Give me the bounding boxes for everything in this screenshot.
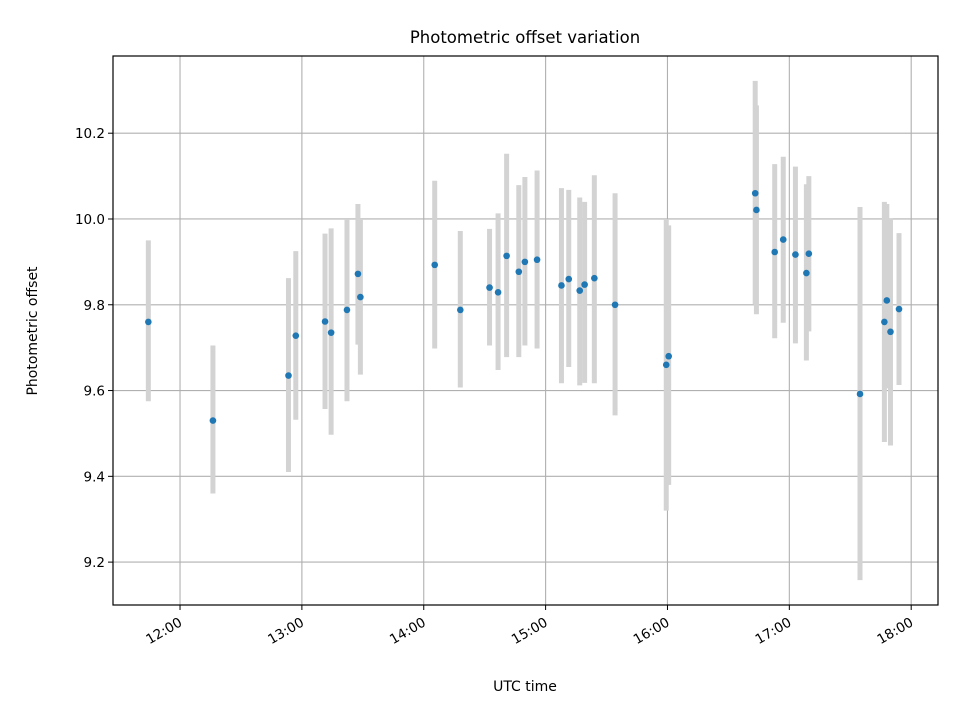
data-point (591, 274, 598, 282)
x-tick-label: 14:00 (387, 615, 429, 648)
y-axis-label: Photometric offset (25, 266, 41, 396)
data-point (494, 289, 502, 296)
data-point (805, 250, 813, 258)
data-point (856, 390, 864, 398)
x-tick-label: 17:00 (753, 615, 795, 648)
plot-frame (112, 55, 939, 606)
data-point (486, 284, 493, 291)
data-point (209, 417, 217, 424)
y-axis-ticks: 9.2 9.4 9.6 9.8 10.0 10.2 (75, 126, 113, 571)
x-tick-label: 15:00 (509, 615, 551, 648)
y-tick-label: 10.2 (75, 126, 105, 142)
data-point (515, 268, 523, 276)
y-tick-label: 10.0 (75, 212, 105, 228)
data-point (292, 332, 300, 339)
data-point (576, 287, 584, 294)
data-point (792, 251, 799, 258)
data-point (611, 301, 619, 309)
data-point (321, 318, 329, 325)
data-point (771, 248, 779, 256)
error-bars (145, 80, 902, 581)
x-tick-label: 16:00 (631, 615, 673, 648)
data-point (581, 281, 588, 288)
y-tick-label: 9.8 (84, 298, 105, 314)
data-point (343, 306, 351, 314)
data-point (751, 189, 759, 197)
data-point (327, 329, 335, 336)
data-point (285, 372, 292, 379)
data-point (354, 270, 362, 278)
data-point (565, 275, 573, 283)
data-point (457, 306, 464, 314)
data-point (533, 256, 541, 264)
data-point (145, 318, 152, 326)
data-point (662, 361, 670, 369)
x-tick-label: 12:00 (143, 615, 185, 648)
y-tick-label: 9.4 (84, 469, 105, 485)
data-point (753, 206, 760, 214)
data-point (558, 282, 565, 289)
x-axis-ticks: 12:00 13:00 14:00 15:00 16:00 17:00 18:00 (143, 605, 916, 648)
data-point (883, 297, 891, 304)
x-axis-label: UTC time (493, 679, 557, 695)
x-tick-label: 13:00 (265, 615, 307, 648)
data-point (357, 293, 364, 301)
data-point (895, 305, 903, 313)
data-point (521, 258, 529, 266)
data-point (431, 261, 439, 269)
y-tick-label: 9.2 (84, 555, 105, 571)
data-point (881, 318, 888, 326)
y-tick-label: 9.6 (84, 384, 105, 400)
data-points (145, 189, 903, 424)
data-point (665, 352, 672, 360)
chart-title: Photometric offset variation (410, 28, 640, 47)
data-point (803, 269, 810, 277)
data-point (503, 252, 510, 260)
data-point (887, 328, 894, 336)
data-point (779, 236, 787, 243)
x-tick-label: 18:00 (874, 615, 916, 648)
